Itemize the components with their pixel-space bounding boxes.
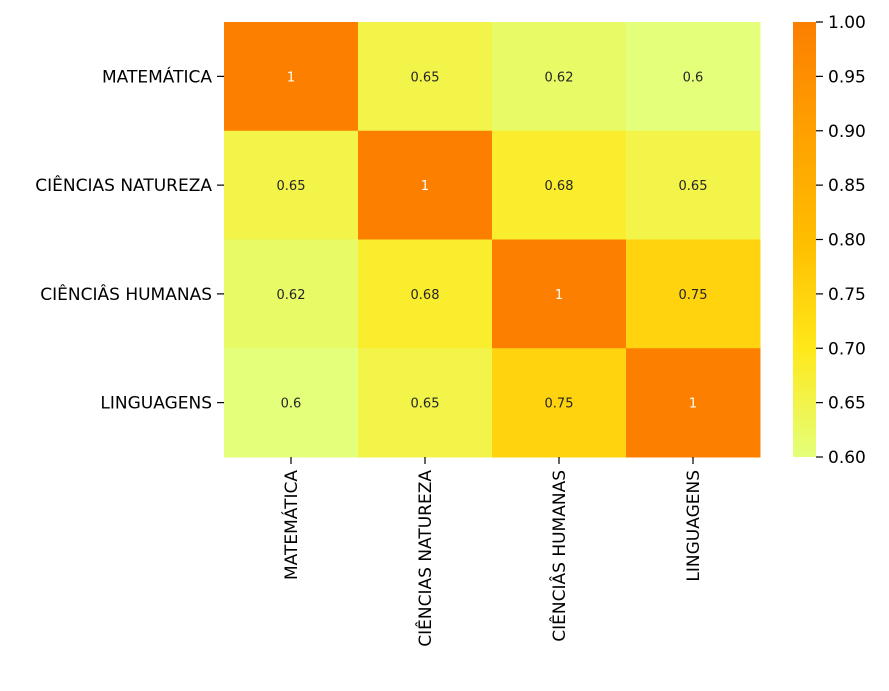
y-tick-label: CIÊNCIÂS HUMANAS [40,283,212,305]
heatmap-cell [224,348,359,458]
colorbar-axis: 0.60 0.65 0.70 0.75 0.80 0.85 0.90 0.95 1.00 [816,13,866,468]
y-axis: MATEMÁTICA CIÊNCIAS NATUREZA CIÊNCIÂS HUMA… [35,65,224,414]
heatmap-cell [224,130,359,240]
cell-value-label: 0.62 [545,70,574,85]
x-tick-label: CIÊNCIAS NATUREZA [414,470,436,647]
cell-value-label: 0.6 [281,397,302,412]
colorbar-tick-label: 0.75 [828,285,866,305]
cell-value-label: 0.68 [411,288,440,303]
heatmap-cell [626,348,761,458]
heatmap-cells [224,22,761,458]
heatmap-cell [626,239,761,349]
heatmap-cell [492,239,627,349]
cell-value-label: 0.68 [545,179,574,194]
colorbar [793,22,816,457]
cell-value-label: 0.65 [411,70,440,85]
cell-value-label: 1 [421,179,429,194]
x-axis: MATEMÁTICA CIÊNCIAS NATUREZA CIÊNCIÂS HUMA… [280,457,704,647]
heatmap-cell [492,348,627,458]
colorbar-tick-label: 0.90 [828,122,866,142]
heatmap-cell [358,22,493,132]
heatmap-cell [358,239,493,349]
cell-value-label: 1 [555,288,563,303]
cell-value-label: 0.65 [277,179,306,194]
colorbar-tick-label: 0.60 [828,448,866,468]
heatmap-cell [626,22,761,132]
heatmap-cell [224,239,359,349]
colorbar-tick-label: 0.80 [828,231,866,251]
cell-value-label: 0.75 [545,397,574,412]
colorbar-tick-label: 0.85 [828,176,866,196]
heatmap-cell [358,348,493,458]
heatmap-cell [626,130,761,240]
cell-value-label: 0.75 [679,288,708,303]
cell-value-label: 0.6 [683,70,704,85]
colorbar-tick-label: 0.95 [828,67,866,87]
heatmap-annotations: 1 0.65 0.62 0.6 0.65 1 0.68 0.65 0.62 0.68 1 0.75 0.… [277,70,708,411]
cell-value-label: 0.65 [411,397,440,412]
colorbar-tick-label: 1.00 [828,13,866,33]
x-tick-label: CIÊNCIÂS HUMANAS [548,470,570,642]
heatmap-cell [358,130,493,240]
cell-value-label: 1 [689,397,697,412]
heatmap-cell [492,130,627,240]
colorbar-tick-label: 0.65 [828,394,866,414]
colorbar-gradient [793,22,816,457]
x-tick-label: MATEMÁTICA [280,470,302,580]
heatmap-cell [492,22,627,132]
cell-value-label: 0.62 [277,288,306,303]
y-tick-label: LINGUAGENS [100,394,212,414]
y-tick-label: CIÊNCIAS NATUREZA [35,174,212,196]
y-tick-label: MATEMÁTICA [102,65,212,87]
heatmap-cell [224,22,359,132]
cell-value-label: 1 [287,70,295,85]
cell-value-label: 0.65 [679,179,708,194]
colorbar-tick-label: 0.70 [828,339,866,359]
x-tick-label: LINGUAGENS [684,470,704,582]
